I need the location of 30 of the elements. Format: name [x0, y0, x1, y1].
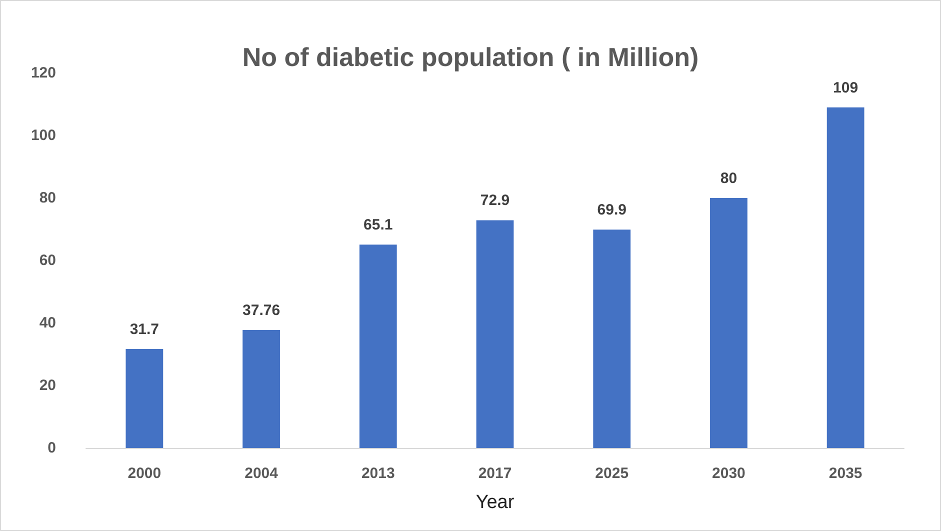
- data-label: 31.7: [130, 320, 160, 338]
- bar: [242, 330, 280, 448]
- x-axis-title: Year: [476, 492, 515, 513]
- y-tick-label: 60: [39, 252, 56, 269]
- bar: [476, 220, 514, 448]
- y-tick-label: 100: [30, 127, 56, 144]
- data-label: 72.9: [480, 192, 510, 210]
- data-label: 109: [833, 79, 858, 96]
- y-tick-label: 120: [30, 64, 56, 82]
- bar: [593, 230, 631, 448]
- y-tick-label: 40: [39, 314, 56, 332]
- data-label: 65.1: [364, 216, 393, 234]
- data-label: 69.9: [597, 202, 626, 219]
- x-tick-label: 2004: [244, 465, 279, 482]
- x-tick-label: 2000: [128, 465, 162, 482]
- x-tick-label: 2025: [595, 465, 629, 482]
- bar: [710, 198, 748, 448]
- y-tick-label: 20: [39, 377, 56, 394]
- y-tick-label: 0: [48, 440, 56, 456]
- x-tick-label: 2013: [361, 465, 395, 482]
- data-label: 37.76: [242, 302, 280, 319]
- bar: [126, 348, 164, 448]
- bar: [359, 244, 397, 448]
- x-tick-label: 2030: [712, 465, 746, 482]
- bar: [826, 107, 864, 448]
- x-tick-label: 2035: [828, 465, 862, 482]
- chart-title: No of diabetic population ( in Million): [242, 42, 699, 72]
- x-tick-label: 2017: [478, 465, 512, 482]
- y-tick-label: 80: [39, 190, 56, 206]
- data-label: 80: [720, 170, 738, 187]
